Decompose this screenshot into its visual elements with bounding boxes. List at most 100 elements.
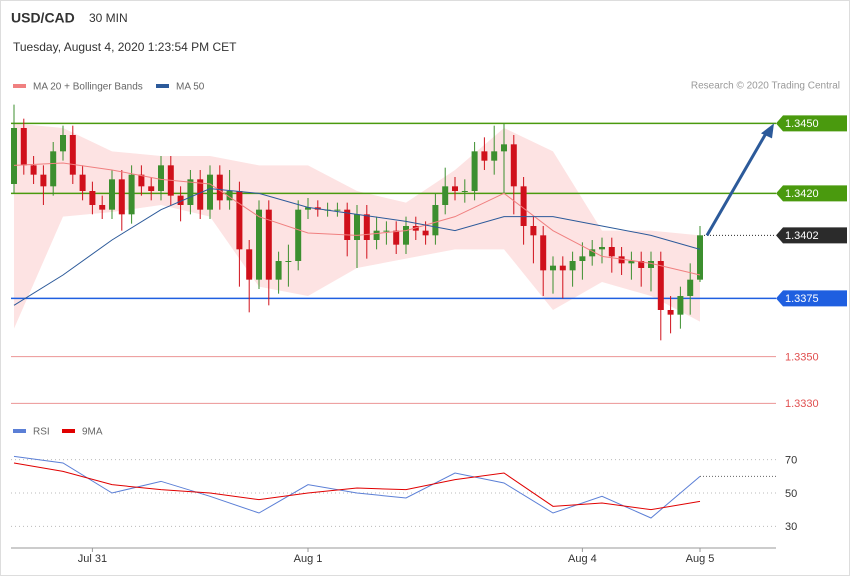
candle-body bbox=[109, 179, 115, 210]
candle-body bbox=[148, 186, 155, 191]
chart-title: USD/CAD bbox=[11, 10, 75, 26]
candle-body bbox=[334, 209, 341, 211]
ma-line bbox=[13, 188, 701, 306]
candle-body bbox=[265, 209, 272, 280]
candle-body bbox=[461, 191, 468, 192]
candle-body bbox=[569, 261, 576, 271]
x-tick-label: Aug 4 bbox=[568, 553, 597, 565]
y-tick-label: 50 bbox=[785, 488, 797, 500]
candle-body bbox=[677, 296, 684, 315]
level-tag bbox=[776, 290, 847, 307]
candle-body bbox=[216, 174, 223, 201]
candle-body bbox=[275, 261, 282, 280]
candle-body bbox=[657, 261, 664, 310]
candle-body bbox=[60, 135, 66, 152]
candle-body bbox=[118, 179, 125, 215]
level-label: 1.3420 bbox=[785, 188, 819, 200]
candle-body bbox=[432, 205, 439, 236]
candle-body bbox=[236, 191, 243, 250]
y-tick-label: 30 bbox=[785, 521, 797, 533]
candle-body bbox=[354, 214, 360, 240]
candle-body bbox=[422, 230, 429, 236]
candle-body bbox=[667, 310, 674, 315]
candle-body bbox=[256, 209, 262, 280]
candle-body bbox=[501, 144, 507, 152]
candle-body bbox=[69, 135, 76, 175]
candle-body bbox=[226, 191, 233, 201]
candle-body bbox=[442, 186, 449, 205]
rsi-line bbox=[13, 462, 701, 511]
x-tick-label: Aug 1 bbox=[294, 553, 323, 565]
candle-body bbox=[628, 261, 635, 264]
candle-body bbox=[20, 128, 27, 166]
candle-body bbox=[638, 261, 645, 268]
candle-body bbox=[471, 151, 478, 191]
credit: Research © 2020 Trading Central bbox=[691, 81, 840, 92]
x-tick-label: Aug 5 bbox=[686, 553, 715, 565]
candle-body bbox=[177, 195, 184, 205]
candle-body bbox=[187, 179, 194, 205]
arrow-head bbox=[761, 123, 774, 139]
y-tick-label: 70 bbox=[785, 455, 797, 467]
candle-body bbox=[510, 144, 517, 187]
candle-body bbox=[197, 179, 204, 210]
candle-body bbox=[50, 151, 57, 187]
candle-body bbox=[383, 230, 390, 232]
candle-body bbox=[481, 151, 488, 161]
candle-body bbox=[403, 226, 409, 245]
candle-body bbox=[540, 235, 547, 271]
candle-body bbox=[687, 279, 694, 296]
candle-body bbox=[79, 174, 86, 191]
candle-body bbox=[246, 249, 253, 280]
candle-body bbox=[295, 209, 302, 261]
level-label: 1.3402 bbox=[785, 230, 819, 242]
candle-body bbox=[579, 256, 586, 261]
candle-body bbox=[40, 174, 47, 187]
candle-body bbox=[520, 186, 527, 226]
timestamp: Tuesday, August 4, 2020 1:23:54 PM CET bbox=[13, 40, 237, 54]
candle-body bbox=[589, 249, 596, 257]
legend-swatch bbox=[156, 84, 169, 88]
candle-body bbox=[363, 214, 370, 240]
level-tag bbox=[776, 115, 847, 132]
candle-body bbox=[89, 191, 96, 205]
level-label: 1.3350 bbox=[785, 352, 819, 364]
ma-line bbox=[13, 162, 701, 276]
x-tick-label: Jul 31 bbox=[78, 553, 107, 565]
level-label: 1.3375 bbox=[785, 293, 819, 305]
candle-body bbox=[128, 174, 135, 215]
candle-body bbox=[697, 235, 703, 280]
legend-swatch bbox=[13, 429, 26, 433]
candle-body bbox=[452, 186, 458, 191]
candle-body bbox=[648, 261, 654, 268]
candle-body bbox=[559, 265, 566, 271]
legend-swatch bbox=[13, 84, 26, 88]
candle-body bbox=[599, 247, 605, 250]
candle-body bbox=[491, 151, 498, 161]
candle-body bbox=[99, 205, 106, 210]
legend-swatch bbox=[62, 429, 75, 433]
candle-body bbox=[530, 226, 537, 236]
forecast-arrow bbox=[705, 132, 768, 237]
candle-body bbox=[393, 230, 400, 245]
rsi-line bbox=[13, 455, 701, 519]
candle-body bbox=[138, 174, 145, 187]
candle-body bbox=[285, 261, 292, 262]
candle-body bbox=[373, 230, 380, 240]
candle-body bbox=[158, 165, 164, 191]
candle-body bbox=[344, 209, 351, 240]
legend-label: MA 20 + Bollinger Bands bbox=[33, 82, 143, 93]
level-tag bbox=[776, 185, 847, 202]
candle-body bbox=[30, 165, 37, 175]
level-tag bbox=[776, 227, 847, 244]
candle-body bbox=[11, 128, 17, 184]
legend-label: RSI bbox=[33, 427, 50, 438]
candle-body bbox=[550, 265, 556, 271]
level-label: 1.3330 bbox=[785, 398, 819, 410]
level-label: 1.3450 bbox=[785, 118, 819, 130]
legend-label: MA 50 bbox=[176, 82, 205, 93]
candle-body bbox=[618, 256, 625, 264]
